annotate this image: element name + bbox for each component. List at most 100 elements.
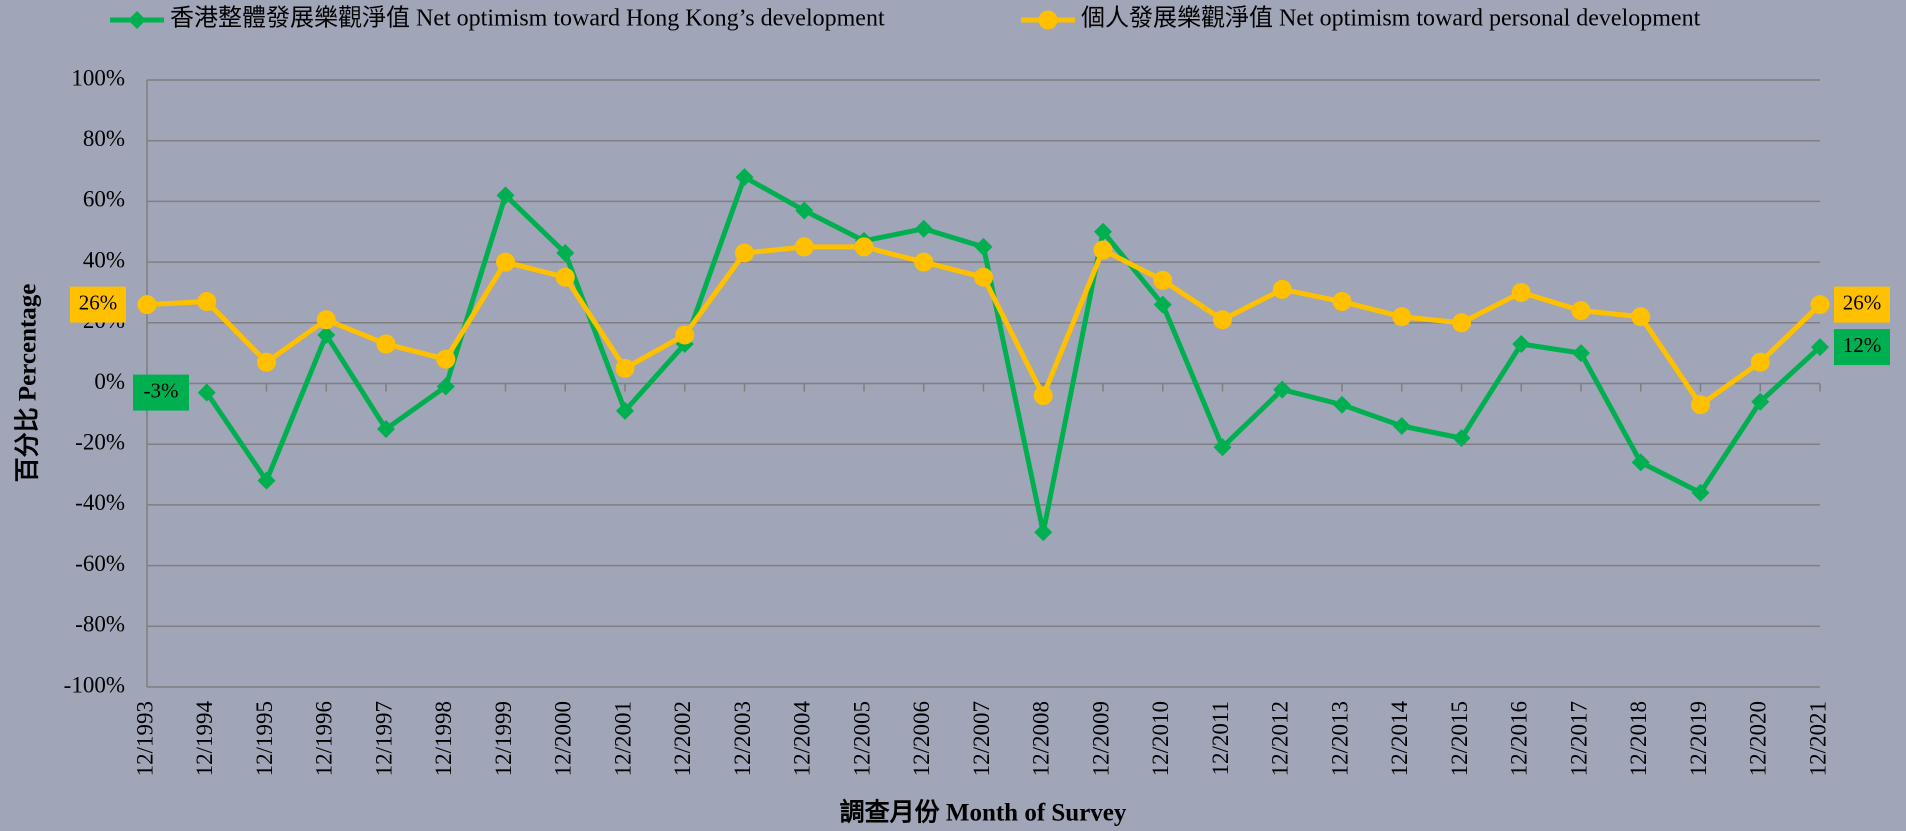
data-point <box>1572 344 1590 363</box>
y-tick-label: 100% <box>71 65 125 90</box>
x-tick-label: 12/2020 <box>1746 701 1771 776</box>
x-tick-label: 12/2010 <box>1148 701 1173 776</box>
data-point <box>1033 386 1053 406</box>
data-label-group: -3% <box>133 374 189 411</box>
data-point <box>1751 392 1770 411</box>
data-point <box>1811 338 1829 357</box>
data-point <box>317 325 336 344</box>
data-label: -3% <box>144 378 179 402</box>
data-point <box>854 237 874 257</box>
y-axis-title: 百分比 Percentage <box>14 284 42 483</box>
data-label-box <box>1834 329 1890 366</box>
data-point <box>794 237 814 257</box>
legend-label: 個人發展樂觀淨值 Net optimism toward personal de… <box>1081 5 1701 32</box>
data-point <box>1691 395 1710 415</box>
legend-marker <box>1038 10 1058 30</box>
data-point <box>436 377 455 396</box>
data-point <box>376 334 396 354</box>
data-label-box <box>70 286 126 323</box>
y-tick-label: 80% <box>83 126 125 151</box>
data-point <box>257 352 276 372</box>
x-tick-label: 12/2003 <box>730 701 755 776</box>
y-tick-label: 40% <box>83 247 125 272</box>
data-point <box>974 237 993 256</box>
x-tick-label: 12/2017 <box>1566 701 1591 776</box>
data-point <box>1392 307 1412 327</box>
y-tick-label: 60% <box>83 187 125 212</box>
data-point <box>1273 380 1292 399</box>
data-label: 26% <box>79 290 118 314</box>
data-point <box>1272 279 1292 299</box>
data-point <box>555 267 575 287</box>
data-point <box>1810 295 1830 315</box>
x-tick-label: 12/2013 <box>1327 701 1352 776</box>
y-tick-label: -60% <box>75 551 125 576</box>
x-tick-label: 12/2011 <box>1208 701 1233 776</box>
data-point <box>675 325 695 345</box>
x-tick-label: 12/2019 <box>1686 701 1711 776</box>
legend-label: 香港整體發展樂觀淨值 Net optimism toward Hong Kong… <box>170 5 885 32</box>
data-point <box>914 252 934 272</box>
x-tick-label: 12/2012 <box>1268 701 1293 776</box>
x-tick-label: 12/2005 <box>849 701 874 776</box>
data-point <box>735 168 754 187</box>
data-point <box>1452 429 1471 448</box>
data-point <box>197 292 217 312</box>
data-point <box>735 243 754 263</box>
data-point <box>316 310 336 330</box>
x-tick-label: 12/2014 <box>1387 701 1412 777</box>
series-line <box>204 174 1822 535</box>
data-point <box>1153 270 1173 290</box>
data-point <box>1452 313 1471 333</box>
x-tick-label: 12/2004 <box>790 701 815 777</box>
x-tick-label: 12/2008 <box>1029 701 1054 776</box>
x-tick-label: 12/2000 <box>551 701 576 776</box>
x-tick-label: 12/1994 <box>192 701 217 777</box>
data-point <box>1213 438 1232 457</box>
data-point <box>1034 523 1053 542</box>
data-label-box <box>1834 286 1890 323</box>
data-point <box>1213 310 1232 330</box>
data-point <box>1093 240 1113 260</box>
data-point <box>914 219 933 238</box>
x-tick-label: 12/1999 <box>491 701 516 776</box>
data-point <box>615 358 635 378</box>
data-point <box>1392 416 1411 435</box>
data-point <box>1631 307 1651 327</box>
data-point <box>1094 222 1112 241</box>
x-tick-label: 12/2015 <box>1447 701 1472 776</box>
x-tick-label: 12/1993 <box>132 701 157 776</box>
legend-marker <box>128 11 146 29</box>
x-tick-label: 12/2018 <box>1626 701 1651 776</box>
data-point <box>1333 395 1351 414</box>
x-tick-label: 12/2002 <box>670 701 695 776</box>
data-point <box>616 401 634 420</box>
y-tick-label: 0% <box>94 369 125 394</box>
data-point <box>974 267 993 287</box>
y-tick-label: -80% <box>75 612 125 637</box>
y-tick-label: -40% <box>75 490 125 515</box>
data-point <box>137 295 157 315</box>
x-tick-label: 12/2009 <box>1088 701 1113 776</box>
data-label-group: 26% <box>70 286 126 323</box>
data-point <box>1512 335 1531 354</box>
x-tick-label: 12/2016 <box>1507 701 1532 776</box>
data-label-group: 12% <box>1834 329 1890 366</box>
x-tick-label: 12/1997 <box>371 701 396 776</box>
x-tick-label: 12/1996 <box>312 701 337 776</box>
data-point <box>1332 292 1352 312</box>
data-point <box>556 243 575 262</box>
data-point <box>1750 352 1770 372</box>
data-point <box>1571 301 1591 321</box>
x-tick-label: 12/2021 <box>1805 701 1830 776</box>
data-point <box>197 383 216 402</box>
x-tick-label: 12/1998 <box>431 701 456 776</box>
data-point <box>496 186 515 205</box>
data-point <box>436 349 456 369</box>
x-axis-title: 調查月份 Month of Survey <box>840 798 1127 827</box>
data-point <box>377 420 395 439</box>
data-point <box>1631 453 1650 472</box>
